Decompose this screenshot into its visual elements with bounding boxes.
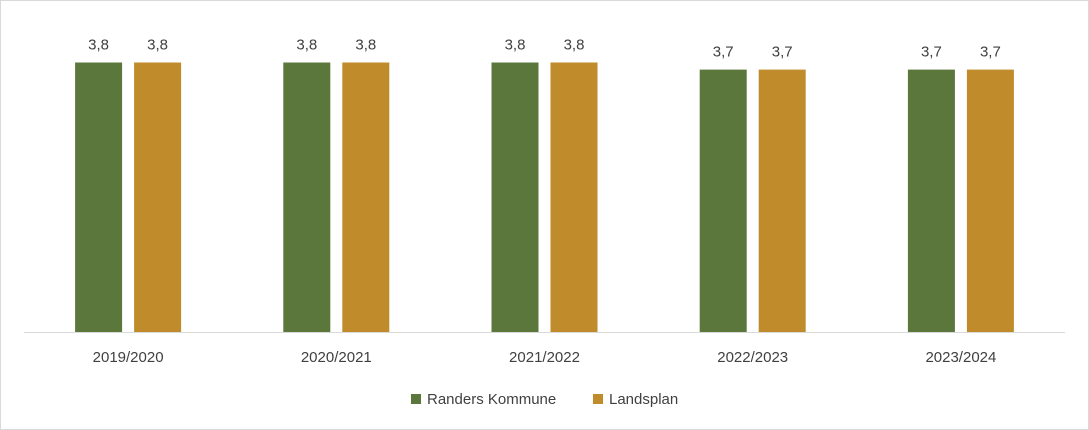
bar-series2-4	[966, 69, 1014, 332]
bars-group	[75, 62, 1014, 332]
category-label: 2020/2021	[301, 349, 372, 366]
legend-label: Randers Kommune	[427, 391, 556, 408]
data-label: 3,7	[772, 44, 793, 61]
category-label: 2021/2022	[509, 349, 580, 366]
legend-swatch	[411, 394, 421, 404]
legend: Randers Kommune Landsplan	[411, 391, 678, 408]
bar-series1-0	[75, 62, 123, 332]
bar-series1-2	[491, 62, 539, 332]
data-label: 3,8	[505, 37, 526, 54]
bar-series1-1	[283, 62, 331, 332]
legend-label: Landsplan	[609, 391, 678, 408]
category-labels-group: 2019/2020 2020/2021 2021/2022 2022/2023 2023…	[93, 349, 997, 366]
data-label: 3,8	[88, 37, 109, 54]
bar-series1-3	[699, 69, 747, 332]
data-label: 3,8	[147, 37, 168, 54]
category-label: 2023/2024	[925, 349, 996, 366]
category-label: 2022/2023	[717, 349, 788, 366]
bar-series2-2	[550, 62, 598, 332]
bar-series1-4	[907, 69, 955, 332]
bar-series2-3	[758, 69, 806, 332]
data-label: 3,7	[713, 44, 734, 61]
category-label: 2019/2020	[93, 349, 164, 366]
value-labels-group: 3,8 3,8 3,8 3,8 3,8 3,8 3,7 3,7 3,7 3,7	[88, 37, 1001, 61]
data-label: 3,7	[921, 44, 942, 61]
data-label: 3,8	[564, 37, 585, 54]
bar-series2-0	[134, 62, 182, 332]
bar-series2-1	[342, 62, 390, 332]
legend-swatch	[593, 394, 603, 404]
data-label: 3,8	[296, 37, 317, 54]
data-label: 3,8	[355, 37, 376, 54]
data-label: 3,7	[980, 44, 1001, 61]
